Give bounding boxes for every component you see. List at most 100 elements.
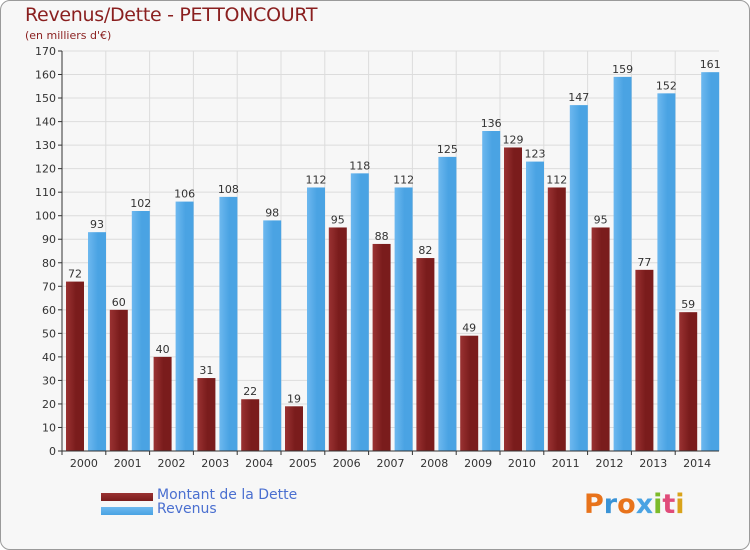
y-tick-label: 150 — [35, 92, 56, 105]
bar-dette — [460, 335, 479, 451]
data-label: 125 — [437, 143, 458, 156]
bar-dette — [372, 243, 391, 451]
data-label: 106 — [174, 188, 195, 201]
x-tick-label: 2008 — [420, 457, 448, 470]
bar-dette — [635, 269, 654, 451]
data-label: 77 — [637, 256, 651, 269]
bar-dette — [328, 227, 347, 451]
data-label: 22 — [243, 385, 257, 398]
bar-dette — [591, 227, 610, 451]
y-tick-label: 40 — [42, 351, 56, 364]
bar-dette — [197, 378, 216, 451]
bar-revenus — [307, 187, 325, 451]
y-tick-label: 160 — [35, 69, 56, 82]
y-tick-label: 70 — [42, 280, 56, 293]
legend-label-revenus: Revenus — [157, 501, 217, 517]
legend-swatch-dette — [101, 493, 153, 501]
bar-revenus — [657, 93, 676, 452]
y-tick-label: 90 — [42, 233, 56, 246]
bar-dette — [285, 406, 303, 451]
bars — [66, 72, 720, 452]
y-tick-label: 120 — [35, 163, 56, 176]
legend-swatch-revenus — [101, 507, 153, 515]
data-label: 40 — [156, 343, 170, 356]
bar-revenus — [613, 76, 632, 451]
logo-letter: i — [675, 489, 685, 520]
logo-letter: x — [635, 489, 654, 520]
bar-revenus — [701, 72, 720, 452]
bar-revenus — [263, 220, 282, 451]
bar-revenus — [438, 156, 457, 451]
data-label: 102 — [130, 197, 151, 210]
data-label: 112 — [393, 173, 414, 186]
logo-letter: o — [617, 489, 636, 520]
data-label: 161 — [700, 58, 721, 71]
data-label: 19 — [287, 392, 301, 405]
legend-label-dette: Montant de la Dette — [157, 487, 298, 503]
x-tick-label: 2005 — [289, 457, 317, 470]
data-label: 95 — [331, 213, 345, 226]
bar-dette — [109, 309, 128, 451]
bar-dette — [66, 281, 84, 451]
x-tick-label: 2011 — [552, 457, 580, 470]
x-tick-label: 2004 — [245, 457, 273, 470]
y-tick-label: 60 — [42, 304, 56, 317]
logo-letter: i — [653, 489, 663, 520]
data-label: 59 — [681, 298, 695, 311]
data-label: 136 — [481, 117, 502, 130]
data-label: 152 — [656, 79, 677, 92]
bar-dette — [241, 399, 260, 451]
bar-dette — [547, 187, 566, 451]
data-label: 60 — [112, 296, 126, 309]
data-label: 82 — [418, 244, 432, 257]
data-label: 31 — [199, 364, 213, 377]
bar-revenus — [350, 173, 369, 451]
x-tick-label: 2009 — [464, 457, 492, 470]
y-tick-label: 30 — [42, 374, 56, 387]
data-label: 118 — [349, 159, 370, 172]
data-label: 112 — [546, 173, 567, 186]
y-tick-label: 80 — [42, 257, 56, 270]
y-tick-label: 110 — [35, 186, 56, 199]
y-tick-label: 10 — [42, 421, 56, 434]
data-label: 129 — [503, 133, 524, 146]
x-tick-label: 2002 — [158, 457, 186, 470]
bar-revenus — [482, 131, 501, 451]
bar-dette — [153, 356, 172, 451]
x-tick-label: 2007 — [377, 457, 405, 470]
x-tick-label: 2010 — [508, 457, 536, 470]
x-tick-label: 2001 — [114, 457, 142, 470]
bar-revenus — [526, 161, 544, 451]
y-tick-label: 20 — [42, 398, 56, 411]
bar-dette — [679, 312, 698, 451]
logo-letter: t — [662, 489, 676, 520]
data-label: 112 — [306, 173, 327, 186]
bar-revenus — [175, 201, 194, 451]
y-tick-label: 100 — [35, 210, 56, 223]
y-tick-label: 0 — [49, 445, 56, 458]
data-label: 95 — [594, 213, 608, 226]
y-tick-label: 170 — [35, 45, 56, 58]
y-tick-label: 140 — [35, 116, 56, 129]
bar-dette — [504, 147, 522, 451]
x-tick-label: 2014 — [683, 457, 711, 470]
bar-revenus — [569, 105, 588, 451]
data-label: 88 — [375, 230, 389, 243]
labels: 0 10 20 30 40 50 60 70 80 90 100 110 120 130 140 150 160… — [35, 45, 721, 470]
x-tick-label: 2013 — [639, 457, 667, 470]
bar-dette — [416, 258, 435, 451]
logo-letter: r — [603, 489, 618, 520]
logo-letter: P — [584, 489, 604, 520]
bar-revenus — [219, 196, 238, 451]
data-label: 72 — [68, 268, 82, 281]
data-label: 159 — [612, 63, 633, 76]
bar-revenus — [394, 187, 413, 451]
data-label: 147 — [568, 91, 589, 104]
bar-revenus — [131, 211, 150, 451]
x-tick-label: 2006 — [333, 457, 361, 470]
data-label: 108 — [218, 183, 239, 196]
axes — [58, 50, 719, 455]
bar-revenus — [88, 232, 106, 451]
